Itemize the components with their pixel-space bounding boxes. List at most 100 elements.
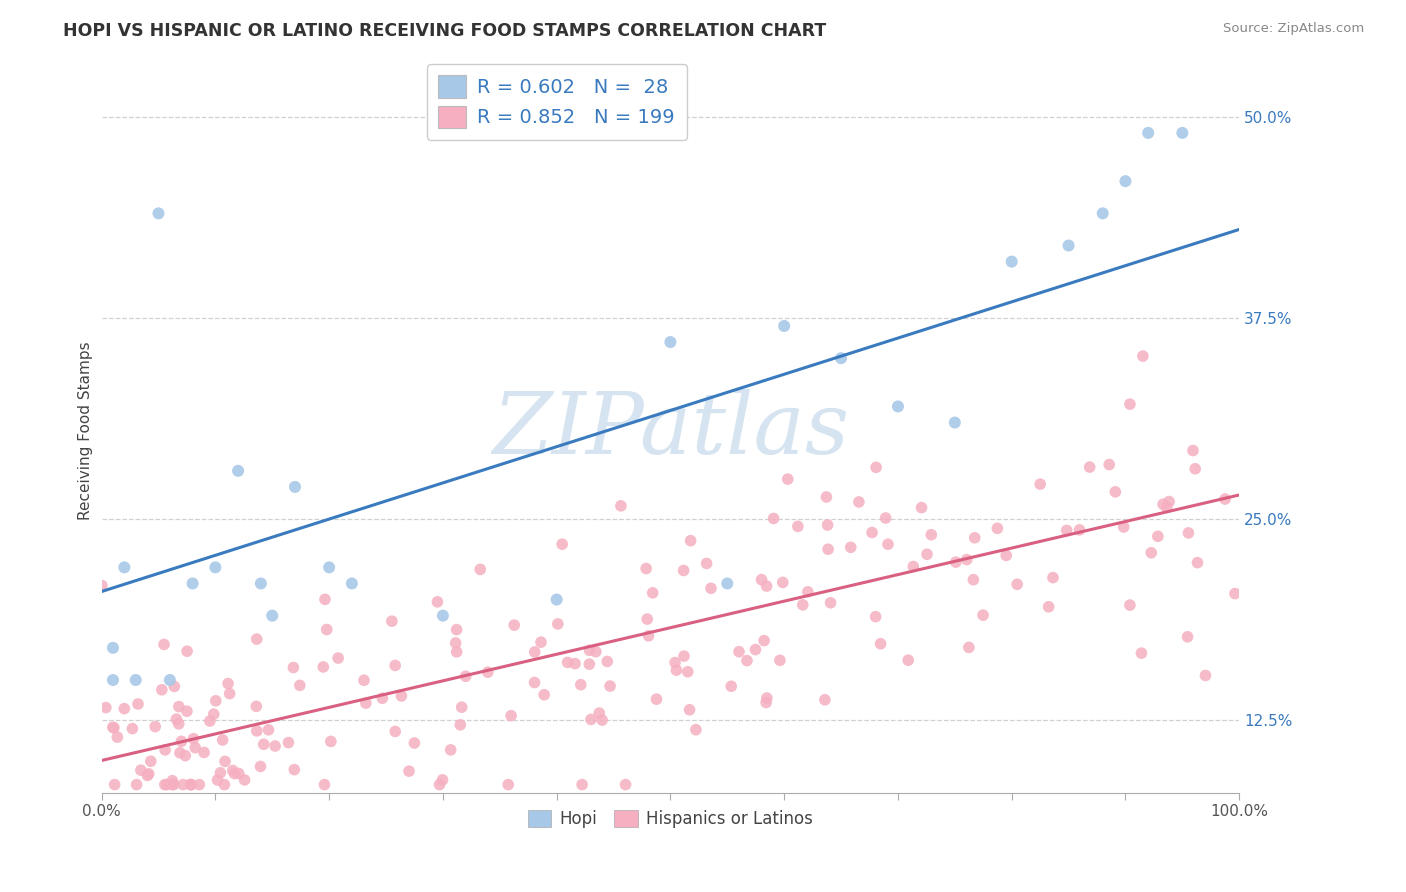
- Point: [1112, 520, 1135, 534]
- Point: [193, 746, 215, 760]
- Point: [371, 691, 394, 706]
- Point: [962, 573, 984, 587]
- Point: [318, 560, 340, 574]
- Point: [1147, 529, 1170, 543]
- Point: [551, 537, 574, 551]
- Point: [90, 578, 112, 592]
- Point: [162, 773, 184, 788]
- Point: [150, 682, 173, 697]
- Point: [384, 724, 406, 739]
- Point: [773, 318, 796, 333]
- Point: [101, 673, 124, 687]
- Point: [915, 547, 938, 561]
- Point: [599, 679, 621, 693]
- Point: [288, 678, 311, 692]
- Point: [314, 778, 336, 792]
- Point: [817, 518, 839, 533]
- Point: [875, 511, 897, 525]
- Point: [450, 700, 472, 714]
- Point: [470, 562, 492, 576]
- Point: [181, 576, 204, 591]
- Point: [432, 608, 454, 623]
- Point: [523, 675, 546, 690]
- Point: [1187, 556, 1209, 570]
- Point: [571, 778, 593, 792]
- Point: [226, 464, 249, 478]
- Point: [920, 528, 942, 542]
- Point: [769, 653, 792, 667]
- Point: [530, 635, 553, 649]
- Point: [1029, 477, 1052, 491]
- Point: [340, 576, 363, 591]
- Point: [956, 552, 979, 566]
- Point: [209, 765, 232, 780]
- Point: [264, 739, 287, 753]
- Point: [578, 643, 600, 657]
- Point: [636, 612, 658, 626]
- Point: [257, 723, 280, 737]
- Point: [1177, 525, 1199, 540]
- Point: [1132, 349, 1154, 363]
- Point: [579, 713, 602, 727]
- Point: [444, 636, 467, 650]
- Point: [217, 676, 239, 690]
- Point: [446, 623, 468, 637]
- Point: [249, 759, 271, 773]
- Point: [860, 525, 883, 540]
- Point: [910, 500, 932, 515]
- Point: [167, 699, 190, 714]
- Point: [160, 778, 183, 792]
- Point: [112, 560, 135, 574]
- Point: [1194, 668, 1216, 682]
- Point: [716, 576, 738, 591]
- Point: [198, 714, 221, 728]
- Point: [755, 691, 778, 706]
- Point: [1171, 126, 1194, 140]
- Point: [404, 736, 426, 750]
- Point: [180, 778, 202, 792]
- Point: [262, 608, 284, 623]
- Point: [676, 665, 699, 679]
- Point: [700, 582, 723, 596]
- Point: [104, 778, 127, 792]
- Point: [432, 772, 454, 787]
- Point: [665, 663, 688, 677]
- Point: [449, 718, 471, 732]
- Point: [1184, 462, 1206, 476]
- Point: [945, 555, 967, 569]
- Point: [839, 541, 862, 555]
- Point: [155, 778, 177, 792]
- Point: [426, 595, 449, 609]
- Point: [319, 734, 342, 748]
- Point: [865, 609, 887, 624]
- Point: [786, 519, 808, 533]
- Point: [314, 592, 336, 607]
- Point: [105, 730, 128, 744]
- Point: [163, 778, 186, 792]
- Point: [163, 680, 186, 694]
- Point: [897, 653, 920, 667]
- Point: [477, 665, 499, 680]
- Point: [1140, 546, 1163, 560]
- Point: [246, 632, 269, 646]
- Point: [523, 645, 546, 659]
- Point: [685, 723, 707, 737]
- Point: [588, 706, 610, 720]
- Point: [772, 575, 794, 590]
- Point: [820, 596, 842, 610]
- Point: [877, 537, 900, 551]
- Point: [1130, 646, 1153, 660]
- Point: [986, 521, 1008, 535]
- Point: [277, 735, 299, 749]
- Point: [672, 564, 695, 578]
- Point: [284, 480, 307, 494]
- Point: [153, 743, 176, 757]
- Point: [596, 655, 619, 669]
- Point: [815, 490, 838, 504]
- Point: [610, 499, 633, 513]
- Point: [1157, 494, 1180, 508]
- Point: [501, 708, 523, 723]
- Point: [591, 713, 613, 727]
- Point: [353, 673, 375, 688]
- Point: [887, 400, 910, 414]
